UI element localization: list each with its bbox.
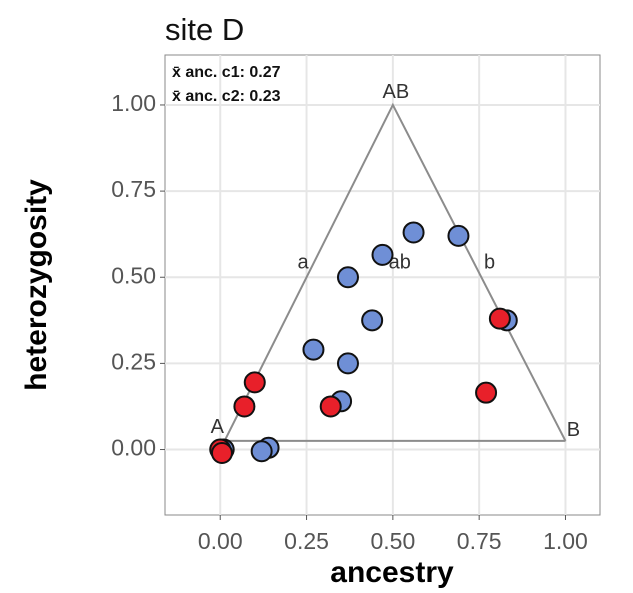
point [371, 243, 394, 266]
point [361, 309, 384, 332]
y-tick-label: 1.00 [111, 90, 156, 116]
annotation: x̄ anc. c2: 0.23 [172, 88, 281, 105]
triangle: A AB Ba ab b [211, 81, 580, 450]
x-tick-label: 1.00 [543, 528, 588, 554]
point [319, 395, 342, 418]
points [209, 221, 518, 464]
point [488, 307, 511, 330]
point [302, 338, 325, 361]
x-tick-label: 0.00 [198, 528, 243, 554]
point [336, 352, 359, 375]
vertex-label: b [484, 252, 495, 274]
annotation: x̄ anc. c1: 0.27 [172, 64, 281, 81]
grid [165, 55, 600, 515]
x-tick-label: 0.75 [457, 528, 502, 554]
point [210, 441, 233, 464]
point [475, 381, 498, 404]
point [336, 266, 359, 289]
point [447, 224, 470, 247]
y-tick-label: 0.00 [111, 435, 156, 461]
point [233, 395, 256, 418]
y-tick-label: 0.75 [111, 176, 156, 202]
y-axis-title: heterozygosity [20, 179, 53, 391]
chart-title: site D [165, 12, 244, 47]
x-tick-label: 0.50 [370, 528, 415, 554]
vertex-label: A [211, 416, 225, 438]
vertex-label: a [298, 252, 310, 274]
y-tick-label: 0.25 [111, 348, 156, 374]
vertex-label: ab [389, 252, 411, 274]
point [402, 221, 425, 244]
y-tick-label: 0.50 [111, 262, 156, 288]
x-tick-label: 0.25 [284, 528, 329, 554]
vertex-label: AB [383, 81, 410, 103]
plot-panel [164, 54, 601, 516]
point [250, 440, 273, 463]
x-axis-title: ancestry [330, 556, 454, 589]
point [243, 371, 266, 394]
vertex-label: B [567, 419, 580, 441]
